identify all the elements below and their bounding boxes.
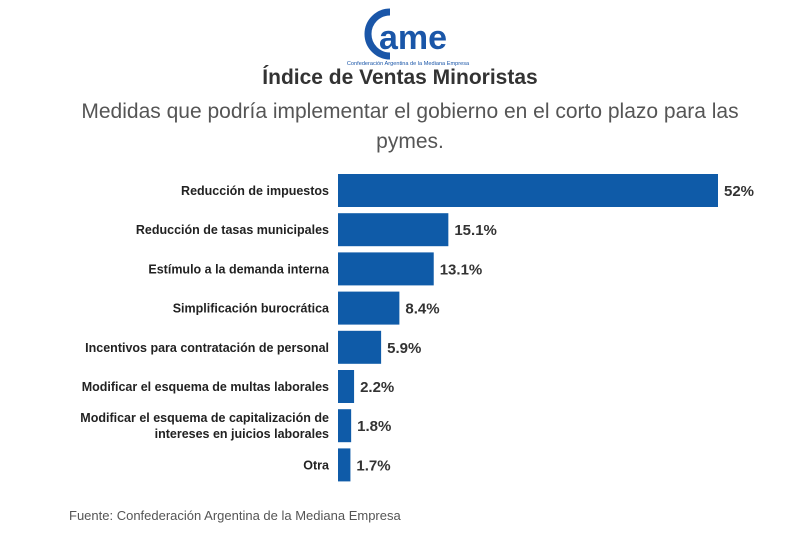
category-label-line: Estímulo a la demanda interna: [148, 262, 330, 276]
came-logo: ame Confederación Argentina de la Median…: [347, 8, 470, 67]
category-label-line: Reducción de impuestos: [181, 184, 329, 198]
category-label: Modificar el esquema de capitalización d…: [80, 411, 329, 441]
bar-value-label: 52%: [724, 183, 754, 200]
bar: [338, 448, 351, 482]
logo-tagline: Confederación Argentina de la Mediana Em…: [347, 61, 470, 67]
bar-value-label: 8.4%: [405, 301, 439, 318]
bar: [338, 174, 718, 207]
category-label-line: intereses en juicios laborales: [155, 427, 329, 441]
category-label-line: Otra: [303, 458, 330, 472]
bar: [338, 409, 352, 443]
chart-title: Índice de Ventas Minoristas: [262, 66, 538, 89]
bar: [338, 370, 355, 403]
category-label: Reducción de impuestos: [181, 184, 329, 198]
category-label: Reducción de tasas municipales: [136, 223, 329, 237]
source-note: Fuente: Confederación Argentina de la Me…: [69, 508, 401, 523]
chart-subtitle: Medidas que podría implementar el gobier…: [81, 100, 739, 153]
category-label-line: Modificar el esquema de capitalización d…: [80, 411, 329, 425]
category-label-line: Incentivos para contratación de personal: [85, 341, 329, 355]
bar-value-label: 1.7%: [356, 457, 390, 474]
category-label-line: Simplificación burocrática: [173, 302, 330, 316]
bar-value-label: 15.1%: [454, 222, 497, 239]
bar-value-label: 1.8%: [357, 418, 391, 435]
logo-c-mark: [364, 8, 391, 60]
bar: [338, 252, 434, 286]
category-label: Incentivos para contratación de personal: [85, 341, 329, 355]
category-label: Modificar el esquema de multas laborales: [82, 380, 329, 394]
category-label-line: Reducción de tasas municipales: [136, 223, 329, 237]
bar-value-label: 2.2%: [360, 379, 394, 396]
bar: [338, 330, 382, 364]
logo-text: ame: [379, 19, 447, 57]
category-label-line: Modificar el esquema de multas laborales: [82, 380, 329, 394]
category-label: Simplificación burocrática: [173, 302, 330, 316]
bar: [338, 291, 400, 325]
bar: [338, 213, 449, 247]
category-label: Estímulo a la demanda interna: [148, 262, 330, 276]
bar-value-label: 13.1%: [440, 261, 483, 278]
bar-value-label: 5.9%: [387, 340, 421, 357]
category-label: Otra: [303, 458, 330, 472]
